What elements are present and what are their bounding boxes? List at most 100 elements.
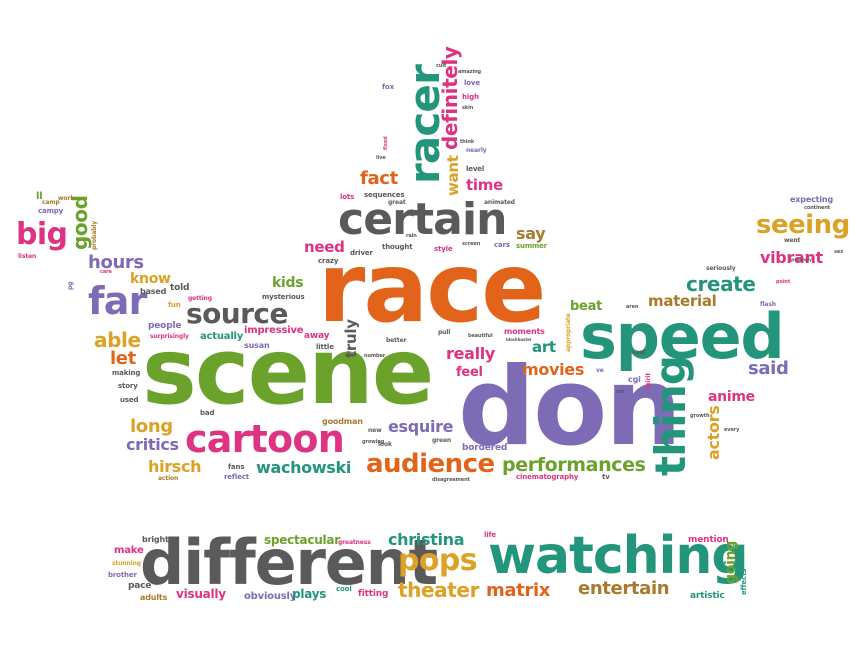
word-style: style [434,245,453,253]
word-level: level [466,165,485,173]
word-don: don [458,345,682,470]
word-probably: probably [91,220,98,250]
word-time: time [466,176,503,194]
word-entertain: entertain [578,578,670,599]
word-life: life [484,531,497,539]
word-anime: anime [708,389,755,405]
word-cars: cars [494,241,510,249]
word-movies: movies [522,360,585,379]
word-matrix: matrix [486,580,551,601]
word-hirsch: hirsch [148,457,202,476]
word-actually: actually [200,331,244,342]
word-every: every [724,427,740,433]
word-good: good [68,195,92,250]
word-obviously: obviously [244,591,297,602]
word-stunning: stunning [112,560,141,567]
word-used: used [120,396,139,404]
word-effects: effects [740,568,748,595]
word-based: based [140,287,167,296]
word-ll: ll [36,191,43,202]
word-esquire: esquire [388,417,454,436]
word-fixed: fixed [383,136,389,150]
word-able: able [94,328,141,352]
word-susan: susan [244,341,270,350]
word-pace: pace [128,581,152,591]
word-definitely: definitely [438,46,462,150]
word-listen: listen [18,253,37,260]
word-seriously: seriously [706,265,736,272]
word-seeing: seeing [756,210,850,240]
word-goodman: goodman [322,417,363,426]
word-cast: cast [632,349,646,356]
word-hours: hours [88,252,144,273]
word-sex: sex [834,249,844,255]
word-pull: pull [438,329,451,336]
word-know: know [130,271,171,287]
word-different: different [140,526,438,599]
word-screen: screen [462,241,481,247]
word-growth: growth [690,413,710,419]
word-ve: ve [596,367,604,374]
word-fox: fox [382,83,394,91]
word-say: say [516,224,546,243]
word-long: long [130,416,173,437]
word-pg: pg [67,281,74,290]
word-cinematography: cinematography [516,473,579,481]
word-vibrant: vibrant [760,248,823,267]
word-cartoon: cartoon [185,417,345,461]
word-impressive: impressive [244,325,304,336]
word-want: want [444,155,462,196]
word-fun: fun [168,301,181,309]
word-live: live [376,155,386,161]
word-care: care [100,269,112,275]
word-set: set [616,389,625,395]
word-green: green [432,437,452,444]
word-theater: theater [398,578,480,602]
word-audience: audience [366,449,495,479]
word-high: high [462,93,479,101]
word-beat: beat [570,299,603,314]
word-need: need [304,238,345,256]
word-thought: thought [382,243,413,251]
word-away: away [304,331,330,341]
word-bright: bright [142,535,169,544]
word-nearly: nearly [466,147,487,154]
word-growing: growing [362,439,385,445]
word-cgi: cgi [628,375,641,384]
word-cult: cult [436,63,447,69]
word-making: making [112,369,141,377]
word-brother: brother [108,571,137,579]
word-really: really [446,344,496,363]
word-told: told [170,283,190,293]
word-camp: camp [42,199,60,206]
word-amazing: amazing [458,69,482,75]
word-let: let [110,348,136,369]
word-performances: performances [502,454,646,476]
word-race: race [318,232,546,344]
word-little: little [316,343,334,351]
word-wachowski: wachowski [256,458,351,477]
word-went: went [784,237,801,244]
word-beautiful: beautiful [468,333,493,339]
word-going: going [723,540,739,584]
word-getting: getting [188,295,212,302]
word-growingly: growingly [790,257,812,262]
word-thing: thing [646,355,695,476]
word-feel: feel [456,365,483,380]
word-animated: animated [484,199,515,206]
word-far: far [88,279,147,323]
word-pops: pops [398,543,478,578]
word-story: story [118,382,138,390]
word-expecting: expecting [790,195,834,204]
word-big: big [16,217,68,252]
word-make: make [114,545,144,556]
word-fact: fact [360,168,398,189]
word-work: work [58,195,75,202]
word-look: look [378,441,392,448]
word-love: love [464,79,480,87]
word-kids: kids [272,275,304,291]
word-critics: critics [126,435,179,454]
word-watching: watching [488,526,749,586]
word-moments: moments [504,327,545,336]
